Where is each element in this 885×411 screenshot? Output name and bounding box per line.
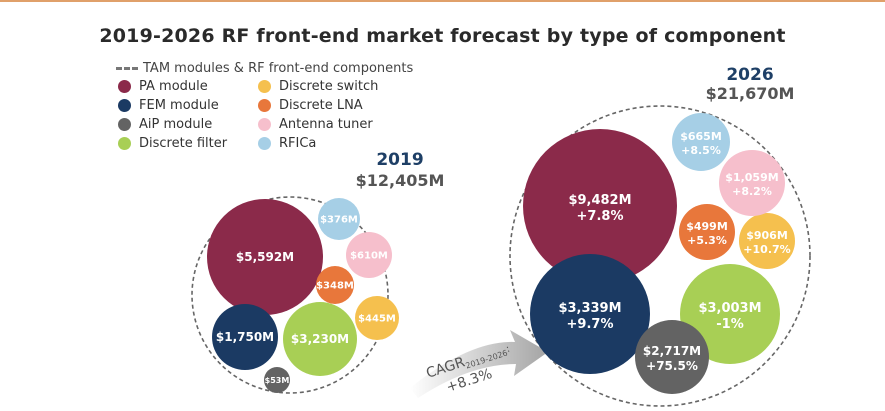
bubble-value-label: $1,059M: [725, 171, 778, 184]
bubble-growth-label: +8.5%: [681, 144, 721, 157]
legend-item-label: PA module: [139, 78, 208, 94]
bubble-value-label: $376M: [320, 215, 358, 226]
bubble-value-label: $2,717M: [643, 344, 701, 358]
bubble-growth-label: +8.2%: [732, 185, 772, 198]
year-label-2019: 2019: [376, 150, 424, 170]
legend-item: AiP module: [118, 116, 258, 132]
legend-item-label: Antenna tuner: [279, 116, 373, 132]
bubble-discrete-lna-2019: $348M: [316, 266, 354, 304]
legend-swatch-icon: [258, 117, 271, 131]
legend-item-label: AiP module: [139, 116, 213, 132]
bubble-discrete-lna-2026: $499M+5.3%: [679, 204, 735, 260]
legend-swatch-icon: [258, 136, 271, 150]
legend-item-label: Discrete switch: [279, 78, 379, 94]
bubble-mark: [207, 199, 323, 315]
bubble-value-label: $445M: [358, 314, 396, 325]
bubble-value-label: $348M: [316, 281, 354, 292]
bubble-mark: [679, 204, 735, 260]
bubble-mark: [523, 129, 677, 283]
bubble-fem-module-2019: $1,750M: [212, 304, 278, 370]
bubble-mark: [635, 320, 709, 394]
bubble-antenna-tuner-2026: $1,059M+8.2%: [719, 150, 785, 216]
bubble-fem-module-2026: $3,339M+9.7%: [530, 254, 650, 374]
legend-item-label: FEM module: [139, 97, 219, 113]
legend-item: Antenna tuner: [258, 116, 408, 132]
legend-swatch-icon: [118, 136, 131, 150]
legend-item: RFICa: [258, 135, 408, 151]
legend-item: Discrete filter: [118, 135, 258, 151]
bubble-mark: [316, 266, 354, 304]
bubble-aip-module-2026: $2,717M+75.5%: [635, 320, 709, 394]
bubble-growth-label: -1%: [716, 317, 743, 332]
bubble-mark: [264, 367, 290, 393]
legend-swatch-icon: [118, 98, 131, 112]
chart-title: 2019-2026 RF front-end market forecast b…: [99, 25, 786, 47]
legend-item: FEM module: [118, 97, 258, 113]
bubble-pa-module-2026: $9,482M+7.8%: [523, 129, 677, 283]
tam-boundary-2019: [191, 196, 389, 394]
bubble-value-label: $499M: [686, 220, 728, 233]
legend-swatch-icon: [118, 117, 131, 131]
bubble-value-label: $906M: [746, 229, 788, 242]
bubble-mark: [719, 150, 785, 216]
legend-item: Discrete LNA: [258, 97, 408, 113]
legend-swatch-icon: [258, 98, 271, 112]
legend-item-label: Discrete filter: [139, 135, 228, 151]
bubble-mark: [680, 264, 780, 364]
bubble-discrete-filter-2019: $3,230M: [283, 302, 357, 376]
legend-swatch-icon: [258, 79, 271, 93]
dashed-line-icon: [116, 67, 138, 70]
legend-item: Discrete switch: [258, 78, 408, 94]
legend-boundary-label: TAM modules & RF front-end components: [143, 61, 414, 76]
bubble-growth-label: +5.3%: [687, 234, 727, 247]
bubble-antenna-tuner-2019: $610M: [346, 232, 392, 278]
bubble-growth-label: +9.7%: [567, 317, 614, 332]
bubble-value-label: $1,750M: [216, 330, 274, 344]
bubble-discrete-switch-2019: $445M: [355, 296, 399, 340]
bubble-pa-module-2019: $5,592M: [207, 199, 323, 315]
bubble-aip-module-2019: $53M: [264, 367, 290, 393]
bubble-value-label: $3,339M: [558, 301, 621, 316]
bubble-value-label: $9,482M: [568, 193, 631, 208]
bubble-growth-label: +7.8%: [577, 209, 624, 224]
total-label-2026: $21,670M: [705, 84, 795, 103]
cagr-arrow: [410, 330, 548, 398]
bubble-mark: [672, 113, 730, 171]
bubble-value-label: $665M: [680, 130, 722, 143]
legend-swatch-icon: [118, 79, 131, 93]
bubble-discrete-switch-2026: $906M+10.7%: [739, 213, 795, 269]
legend-item-label: RFICa: [279, 135, 317, 151]
tam-boundary-2026: [509, 105, 811, 407]
year-label-2026: 2026: [726, 65, 774, 85]
bubble-mark: [318, 198, 360, 240]
legend: PA module Discrete switch FEM module Dis…: [118, 78, 408, 151]
bubble-discrete-filter-2026: $3,003M-1%: [680, 264, 780, 364]
top-rule: [0, 0, 885, 2]
bubble-mark: [355, 296, 399, 340]
bubble-value-label: $610M: [350, 251, 388, 262]
bubble-mark: [530, 254, 650, 374]
bubble-rfica-2026: $665M+8.5%: [672, 113, 730, 171]
bubble-mark: [283, 302, 357, 376]
legend-boundary: TAM modules & RF front-end components: [116, 61, 413, 76]
bubble-value-label: $5,592M: [236, 250, 294, 264]
bubble-growth-label: +75.5%: [646, 359, 698, 373]
bubble-value-label: $53M: [265, 376, 290, 385]
bubble-growth-label: +10.7%: [743, 243, 790, 256]
bubble-rfica-2019: $376M: [318, 198, 360, 240]
total-label-2019: $12,405M: [355, 171, 445, 190]
bubble-mark: [739, 213, 795, 269]
legend-item-label: Discrete LNA: [279, 97, 363, 113]
bubble-value-label: $3,003M: [698, 301, 761, 316]
bubble-mark: [346, 232, 392, 278]
bubble-value-label: $3,230M: [291, 332, 349, 346]
bubble-mark: [212, 304, 278, 370]
legend-item: PA module: [118, 78, 258, 94]
